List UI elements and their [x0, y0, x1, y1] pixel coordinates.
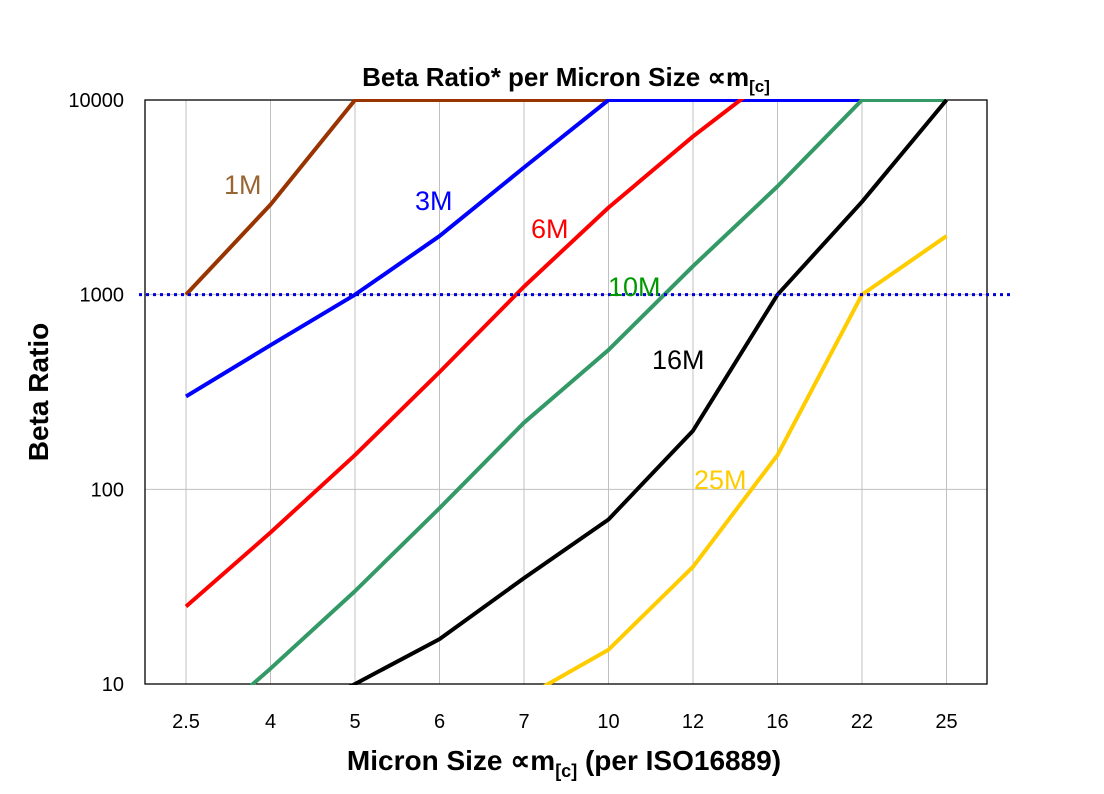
x-tick-label: 25 [935, 711, 957, 733]
series-label-6M: 6M [531, 214, 569, 244]
series-labels: 1M 3M 6M 10M 16M 25M [224, 170, 747, 495]
x-tick-label: 22 [851, 711, 873, 733]
chart-title: Beta Ratio* per Micron Size ∝m[c] [362, 62, 770, 96]
series-line-16M [348, 99, 949, 685]
series-label-3M: 3M [415, 186, 453, 216]
series-label-16M: 16M [652, 345, 705, 375]
series-lines [184, 99, 949, 685]
y-tick-label: 1000 [80, 285, 125, 307]
series-line-10M [248, 99, 947, 685]
plot-area-border [144, 99, 988, 685]
y-axis-label: Beta Ratio [23, 323, 54, 461]
x-axis-label: Micron Size ∝m[c] (per ISO16889) [347, 745, 781, 781]
y-tick-labels: 10 100 1000 10000 [68, 90, 124, 696]
x-tick-label: 2.5 [172, 711, 200, 733]
x-tick-label: 10 [597, 711, 619, 733]
x-tick-label: 16 [766, 711, 788, 733]
y-tick-label: 10 [102, 674, 124, 696]
x-tick-label: 4 [265, 711, 276, 733]
grid [145, 100, 987, 684]
series-label-25M: 25M [694, 465, 747, 495]
series-label-10M: 10M [608, 272, 661, 302]
x-tick-label: 7 [518, 711, 529, 733]
series-line-3M [184, 99, 947, 399]
series-line-6M [184, 99, 746, 609]
y-tick-label: 10000 [68, 90, 124, 112]
y-tick-label: 100 [91, 479, 124, 501]
series-line-25M [542, 234, 948, 685]
x-tick-label: 12 [682, 711, 704, 733]
x-tick-label: 5 [349, 711, 360, 733]
x-tick-label: 6 [434, 711, 445, 733]
series-label-1M: 1M [224, 170, 262, 200]
x-tick-labels: 2.5 4 5 6 7 10 12 16 22 25 [172, 711, 958, 733]
